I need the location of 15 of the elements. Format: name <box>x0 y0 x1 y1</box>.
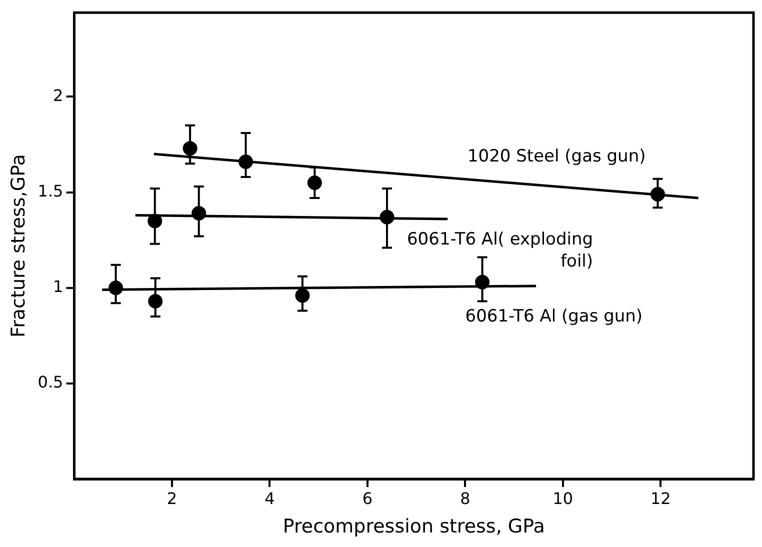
x-tick-label: 12 <box>650 488 671 508</box>
x-tick-label: 2 <box>166 488 178 508</box>
y-tick-label: 2 <box>53 86 64 105</box>
x-tick-label: 10 <box>552 488 574 508</box>
y-axis-title: Fracture stress,GPa <box>7 154 30 338</box>
x-axis-title: Precompression stress, GPa <box>282 516 545 538</box>
x-tick-label: 4 <box>264 488 275 508</box>
series-label: 6061-T6 Al( exploding foil) <box>406 230 594 272</box>
y-tick-label: 1 <box>53 277 64 296</box>
y-tick-label: 0.5 <box>38 372 64 392</box>
y-tick-label: 1.5 <box>38 181 64 200</box>
x-tick-label: 8 <box>460 488 470 508</box>
x-tick-label: 6 <box>362 488 373 508</box>
series-label: 6061-T6 Al (gas gun) <box>465 306 643 327</box>
series-label: 1020 Steel (gas gun) <box>467 146 646 167</box>
